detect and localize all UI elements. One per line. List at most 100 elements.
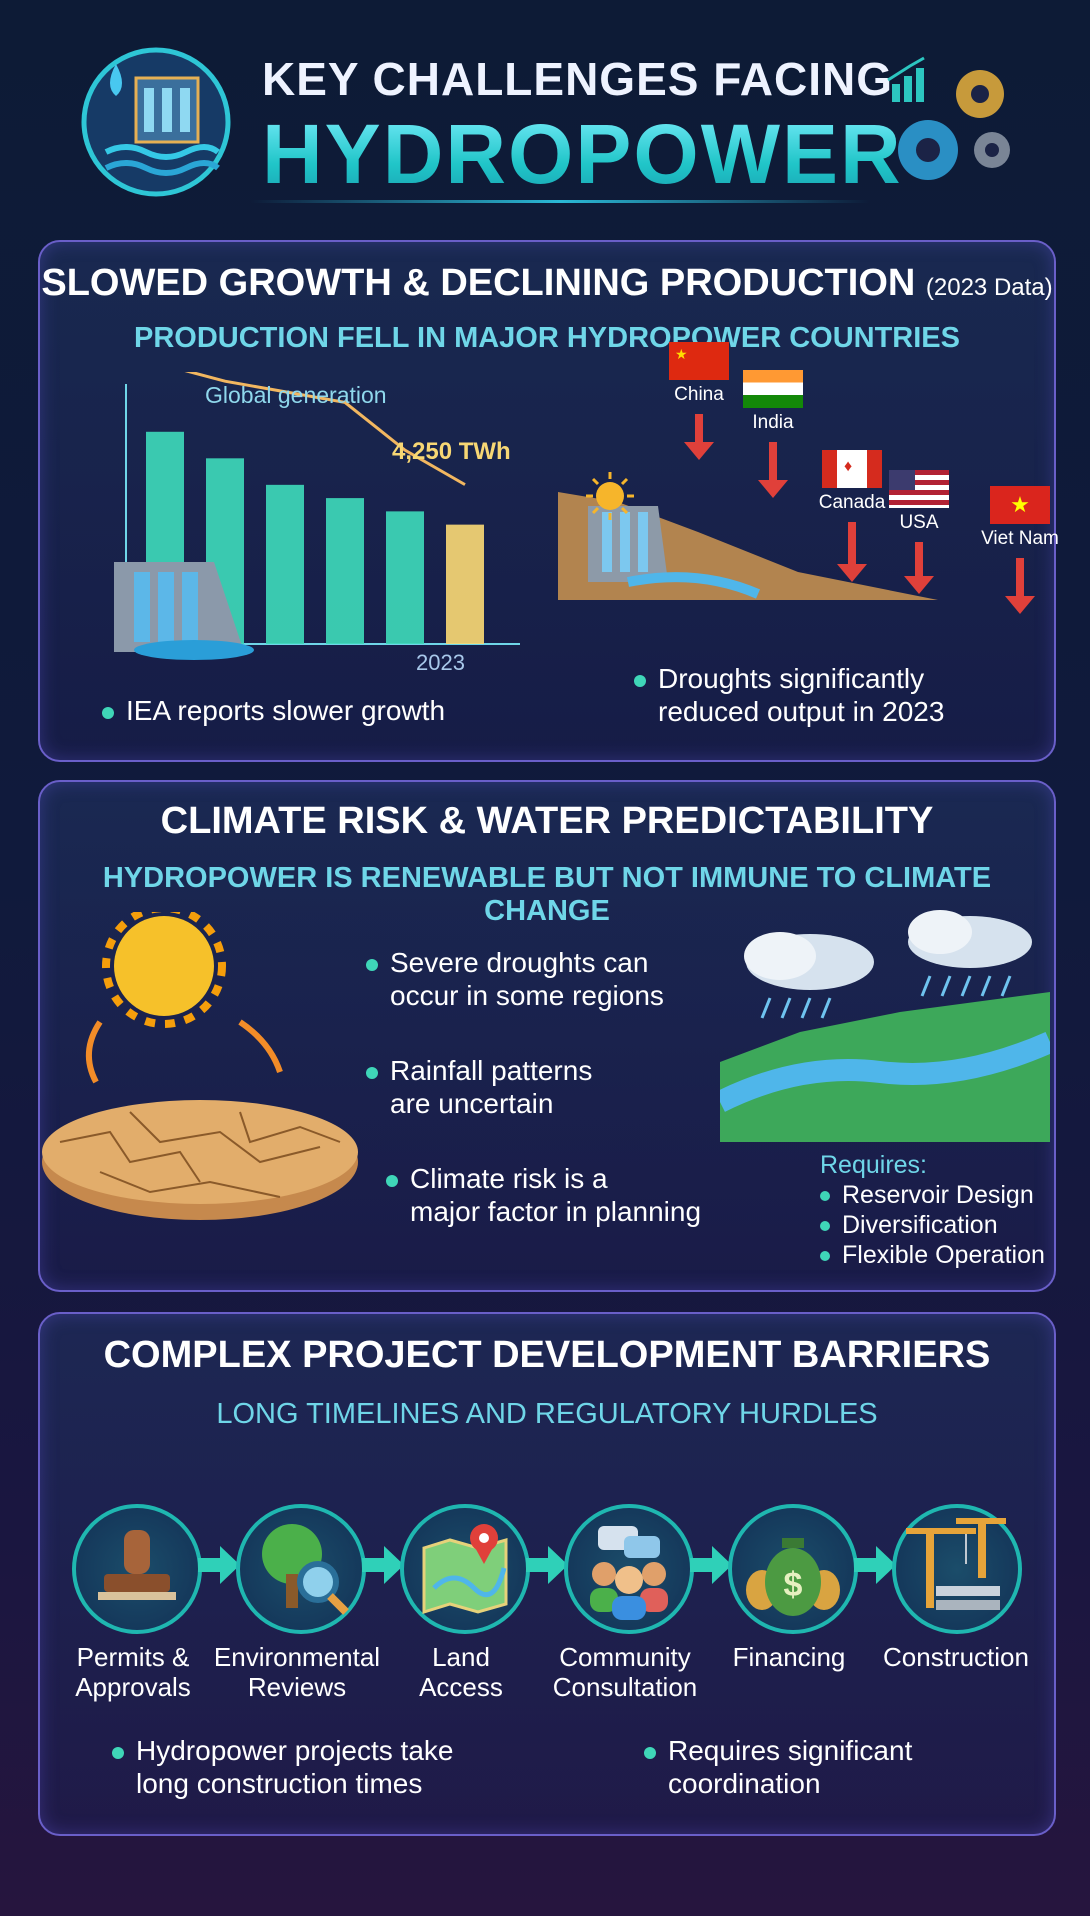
requires-list: Requires: Reservoir Design Diversificati… [820, 1150, 1045, 1270]
step-arrow-icon [362, 1546, 404, 1589]
canada-flag-icon: ♦ [822, 450, 882, 488]
vietnam-flag-icon: ★ [990, 486, 1050, 524]
chart-bar [266, 484, 304, 644]
section1-bullet-right: Droughts significantly reduced output in… [634, 662, 944, 728]
country-name: China [674, 384, 724, 405]
header-divider [250, 200, 870, 203]
step-label-permits: Permits & Approvals [75, 1642, 191, 1702]
dam-illustration [114, 562, 254, 660]
section-slowed-growth: SLOWED GROWTH & DECLINING PRODUCTION (20… [38, 240, 1059, 762]
country-name: Canada [818, 492, 886, 513]
section1-title-note: (2023 Data) [925, 274, 1053, 301]
section3-bullet-right: Requires significant coordination [644, 1734, 912, 1800]
down-arrow-icon [758, 442, 788, 503]
chart-value-label: 4,250 TWh [392, 438, 511, 465]
down-arrow-icon [837, 522, 867, 587]
bullet-dot [366, 958, 378, 971]
section2-subtitle: HYDROPOWER IS RENEWABLE BUT NOT IMMUNE T… [102, 862, 992, 927]
svg-text:$: $ [784, 1566, 803, 1604]
land-map-pin-icon [400, 1504, 530, 1634]
chart-year-label: 2023 [416, 650, 465, 675]
bullet-text-line2: are uncertain [390, 1088, 554, 1119]
step-label-financing: Financing [732, 1642, 846, 1672]
chart-svg [125, 363, 520, 645]
requires-item-text: Diversification [842, 1211, 998, 1239]
country-usa: USA [884, 470, 954, 599]
bullet-dot [644, 1746, 656, 1759]
sun-drought-illustration [40, 904, 360, 1252]
section1-bullet-left: IEA reports slower growth [102, 694, 445, 727]
bullet-dot [102, 706, 114, 719]
step-label-environmental: Environmental Reviews [213, 1642, 381, 1702]
country-name: Viet Nam [981, 528, 1059, 549]
requires-item: Flexible Operation [820, 1240, 1045, 1270]
bullet-text: IEA reports slower growth [126, 695, 446, 726]
india-flag-icon [743, 370, 803, 408]
environmental-tree-icon [236, 1504, 366, 1634]
bullet-text-line1: Hydropower projects take [136, 1735, 454, 1766]
bullet-dot [386, 1174, 398, 1187]
bullet-dot [112, 1746, 124, 1759]
bullet-text-line2: reduced output in 2023 [658, 696, 945, 727]
china-flag-icon: ★ [669, 342, 729, 380]
down-arrow-icon [1005, 558, 1035, 619]
sun-icon [584, 470, 636, 522]
section-development-barriers: COMPLEX PROJECT DEVELOPMENT BARRIERS LON… [38, 1312, 1056, 1836]
bullet-text-line2: major factor in planning [410, 1196, 702, 1227]
section1-subtitle: PRODUCTION FELL IN MAJOR HYDROPOWER COUN… [134, 322, 960, 354]
bullet-dot [820, 1191, 830, 1202]
section2-bullet-1: Severe droughts can occur in some region… [366, 946, 664, 1012]
bullet-text-line2: occur in some regions [390, 980, 664, 1011]
country-india: India [738, 370, 808, 503]
bullet-text-line1: Rainfall patterns [390, 1055, 593, 1086]
section2-bullet-3: Climate risk is a major factor in planni… [386, 1162, 701, 1228]
section3-subtitle: LONG TIMELINES AND REGULATORY HURDLES [216, 1398, 878, 1430]
section3-bullet-left: Hydropower projects take long constructi… [112, 1734, 453, 1800]
section2-bullet-2: Rainfall patterns are uncertain [366, 1054, 592, 1120]
bullet-text-line2: long construction times [136, 1768, 423, 1799]
down-arrow-icon [684, 414, 714, 465]
community-people-icon [564, 1504, 694, 1634]
global-generation-chart [60, 363, 530, 672]
construction-crane-icon [892, 1504, 1022, 1634]
bullet-dot [820, 1221, 830, 1232]
section2-title: CLIMATE RISK & WATER PREDICTABILITY [160, 800, 934, 842]
requires-item-text: Flexible Operation [842, 1241, 1045, 1269]
chart-bar [326, 498, 364, 644]
step-arrow-icon [198, 1546, 240, 1589]
requires-heading: Requires: [820, 1151, 927, 1179]
bullet-text-line1: Climate risk is a [410, 1163, 608, 1194]
country-name: USA [899, 512, 939, 533]
step-label-construction: Construction [883, 1642, 1029, 1672]
step-arrow-icon [526, 1546, 568, 1589]
gears-chart-icon [880, 54, 1020, 184]
requires-item-text: Reservoir Design [842, 1181, 1034, 1209]
bullet-text-line1: Severe droughts can [390, 947, 649, 978]
section3-title: COMPLEX PROJECT DEVELOPMENT BARRIERS [103, 1334, 991, 1376]
usa-flag-icon [889, 470, 949, 508]
bullet-text-line1: Droughts significantly [658, 663, 925, 694]
financing-money-bag-icon: $ [728, 1504, 858, 1634]
requires-item: Diversification [820, 1210, 1045, 1240]
section1-title-row: SLOWED GROWTH & DECLINING PRODUCTION (20… [40, 262, 1054, 305]
rain-river-illustration [715, 902, 1055, 1142]
step-label-community: Community Consultation [552, 1642, 698, 1702]
step-label-land: Land Access [419, 1642, 503, 1702]
down-arrow-icon [904, 542, 934, 599]
bullet-text-line1: Requires significant [668, 1735, 913, 1766]
bullet-dot [820, 1251, 830, 1262]
header-title-line2: HYDROPOWER [262, 107, 903, 201]
chart-bar [386, 511, 424, 644]
section-climate-risk: CLIMATE RISK & WATER PREDICTABILITY HYDR… [38, 780, 1056, 1292]
hydropower-dam-logo-icon [78, 44, 234, 200]
drought-landscape [558, 472, 938, 602]
chart-bar [446, 524, 484, 644]
country-china: ★ China [664, 342, 734, 465]
permits-stamp-icon [72, 1504, 202, 1634]
chart-trend-line [164, 363, 466, 486]
header-title-line1: KEY CHALLENGES FACING [262, 53, 893, 105]
section1-title: SLOWED GROWTH & DECLINING PRODUCTION [41, 262, 916, 304]
bullet-dot [366, 1066, 378, 1079]
requires-item: Reservoir Design [820, 1180, 1045, 1210]
chart-label: Global generation [205, 382, 387, 408]
